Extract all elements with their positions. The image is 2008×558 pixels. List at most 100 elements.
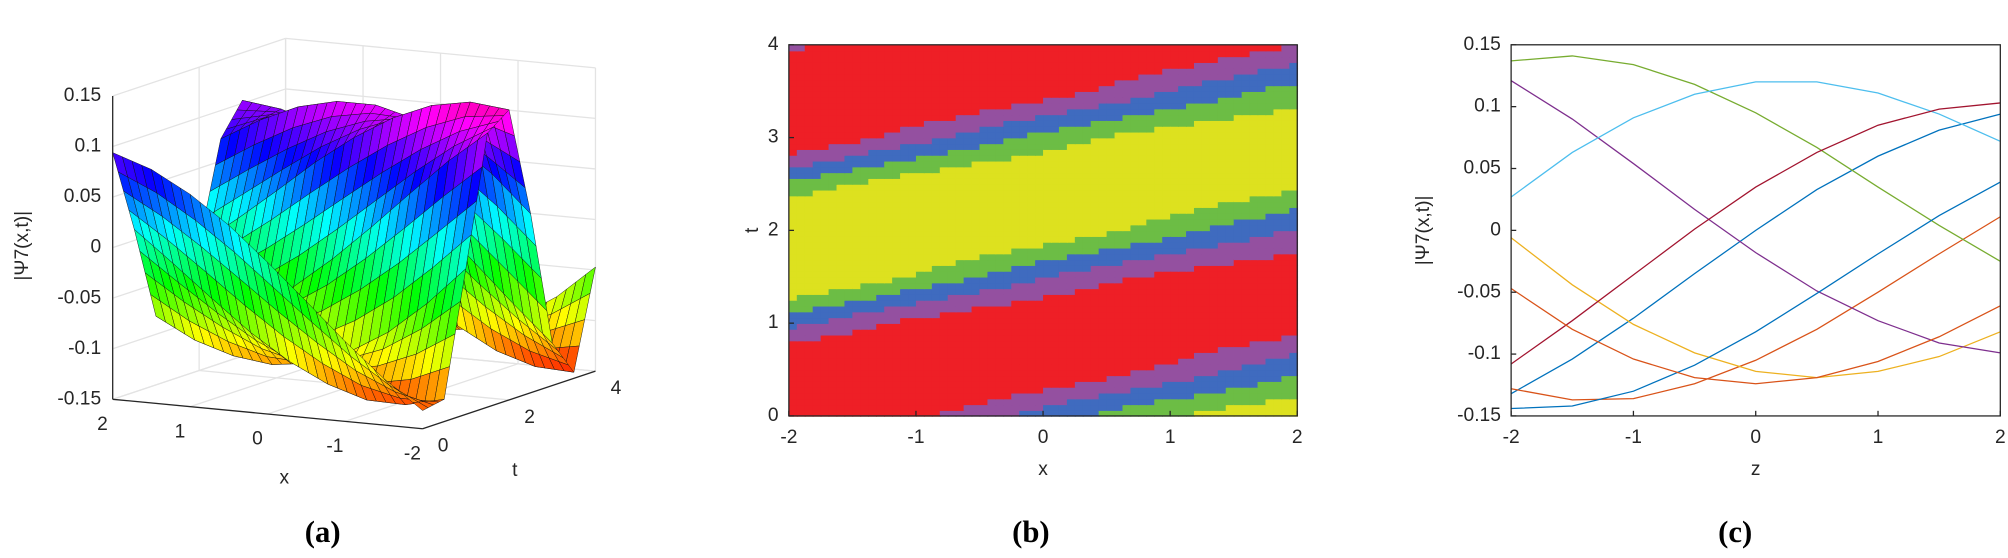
contour-cell [892, 410, 901, 417]
contour-cell [1265, 241, 1275, 249]
contour-cell [971, 247, 981, 255]
contour-cell [1003, 323, 1013, 330]
contour-cell [804, 352, 814, 359]
contour-cell [852, 363, 862, 371]
contour-cell [1035, 386, 1044, 394]
contour-cell [1138, 305, 1148, 313]
contour-cell [876, 369, 885, 377]
contour-cell [884, 270, 893, 278]
contour-cell [1170, 143, 1179, 150]
contour-cell [1289, 253, 1299, 261]
contour-cell [963, 143, 973, 150]
contour-cell [900, 259, 909, 266]
contour-cell [1249, 149, 1259, 156]
contour-cell [1019, 149, 1028, 156]
contour-cell [1162, 410, 1171, 417]
contour-cell [987, 91, 997, 98]
contour-cell [900, 247, 909, 255]
contour-cell [1162, 149, 1171, 156]
contour-cell [1058, 236, 1068, 243]
y-tick-label: 0 [438, 436, 449, 457]
contour-cell [860, 241, 870, 249]
contour-cell [939, 73, 949, 81]
contour-cell [1090, 352, 1100, 359]
contour-cell [1138, 114, 1148, 121]
contour-cell [844, 189, 854, 197]
contour-cell [1066, 149, 1076, 156]
contour-cell [884, 398, 893, 406]
contour-cell [1201, 311, 1211, 319]
contour-cell [1130, 294, 1140, 301]
contour-cell [931, 299, 941, 307]
contour-cell [971, 160, 981, 168]
contour-cell [868, 230, 878, 237]
contour-cell [844, 265, 854, 272]
contour-cell [1122, 247, 1132, 255]
contour-cell [836, 276, 846, 284]
contour-cell [812, 299, 822, 307]
contour-cell [995, 386, 1005, 394]
contour-cell [908, 62, 917, 69]
contour-cell [1281, 282, 1291, 290]
contour-cell [1273, 172, 1283, 179]
contour-cell [1051, 189, 1060, 197]
contour-cell [1281, 149, 1291, 156]
contour-cell [1051, 50, 1060, 58]
contour-cell [788, 160, 798, 168]
contour-cell [1027, 44, 1036, 52]
contour-cell [1090, 294, 1100, 301]
contour-cell [995, 230, 1005, 237]
contour-cell [1265, 375, 1275, 382]
contour-cell [820, 62, 830, 69]
contour-cell [1209, 91, 1219, 98]
contour-cell [1027, 265, 1036, 272]
contour-cell [836, 91, 846, 98]
contour-cell [1074, 241, 1084, 249]
contour-cell [1186, 131, 1195, 139]
contour-cell [955, 131, 965, 139]
contour-cell [1201, 189, 1211, 197]
contour-cell [852, 305, 862, 313]
contour-cell [796, 299, 806, 307]
contour-cell [1146, 224, 1156, 232]
caption: (a) [305, 515, 341, 549]
contour-cell [1241, 311, 1251, 319]
contour-cell [812, 317, 822, 324]
contour-cell [1114, 328, 1124, 336]
contour-cell [892, 154, 901, 162]
contour-cell [1257, 253, 1267, 261]
contour-cell [1209, 195, 1219, 203]
contour-cell [828, 311, 838, 319]
contour-cell [955, 91, 965, 98]
contour-cell [915, 253, 925, 261]
contour-cell [971, 346, 981, 353]
contour-cell [979, 247, 989, 255]
contour-cell [1162, 137, 1171, 145]
contour-cell [1170, 305, 1179, 313]
contour-cell [1027, 288, 1036, 295]
contour-cell [1154, 125, 1163, 133]
contour-cell [1138, 317, 1148, 324]
contour-cell [1114, 352, 1124, 359]
contour-cell [971, 91, 981, 98]
contour-cell [939, 328, 949, 336]
contour-cell [876, 340, 885, 348]
contour-cell [1241, 392, 1251, 400]
contour-cell [1178, 137, 1187, 145]
contour-cell [1193, 149, 1203, 156]
contour-cell [1281, 352, 1291, 359]
contour-cell [915, 357, 925, 365]
contour-cell [963, 56, 973, 63]
contour-cell [860, 323, 870, 330]
contour-cell [804, 404, 814, 411]
contour-cell [1209, 166, 1219, 174]
contour-cell [1106, 328, 1116, 336]
contour-cell [1186, 276, 1195, 284]
contour-cell [1233, 294, 1243, 301]
contour-cell [1257, 265, 1267, 272]
contour-cell [1114, 323, 1124, 330]
contour-cell [1178, 125, 1187, 133]
contour-cell [1074, 149, 1084, 156]
contour-cell [852, 56, 862, 63]
contour-cell [852, 323, 862, 330]
